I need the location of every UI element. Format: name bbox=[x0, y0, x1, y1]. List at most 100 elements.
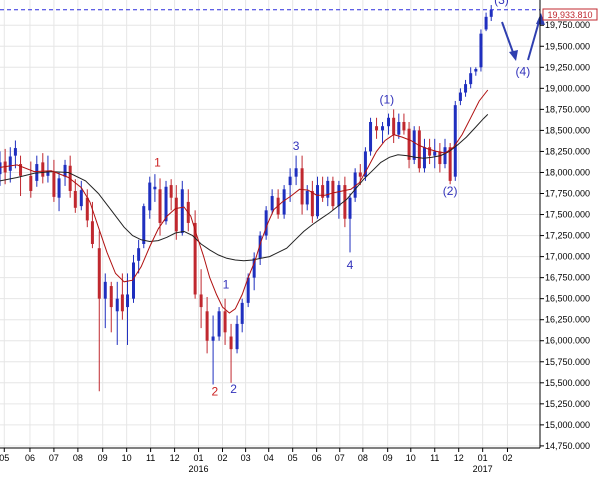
y-tick-label: 18,000.000 bbox=[545, 167, 590, 177]
last-price-label: 19,933.810 bbox=[547, 10, 592, 20]
y-tick-label: 17,250.000 bbox=[545, 231, 590, 241]
candle-up bbox=[8, 147, 12, 183]
candle-body bbox=[142, 206, 146, 244]
candle-down bbox=[41, 153, 45, 184]
x-tick-label: 02 bbox=[502, 453, 512, 463]
candle-up bbox=[484, 12, 488, 32]
candle-body bbox=[229, 336, 233, 350]
candle-up bbox=[337, 180, 341, 219]
candle-up bbox=[13, 140, 17, 169]
candle-body bbox=[443, 147, 447, 165]
candle-body bbox=[326, 180, 330, 198]
y-tick-label: 19,000.000 bbox=[545, 83, 590, 93]
candle-up bbox=[126, 273, 130, 345]
candle-body bbox=[264, 210, 268, 236]
x-tick-label: 10 bbox=[122, 453, 132, 463]
candle-body bbox=[331, 180, 335, 207]
y-tick-label: 18,250.000 bbox=[545, 146, 590, 156]
candle-up bbox=[315, 176, 319, 219]
candle-body bbox=[153, 186, 157, 190]
candle-body bbox=[288, 176, 292, 186]
candle-body bbox=[180, 189, 184, 234]
candle-up bbox=[0, 151, 2, 186]
candle-down bbox=[19, 155, 23, 197]
candle-body bbox=[381, 126, 385, 131]
candle-body bbox=[402, 121, 406, 131]
candle-down bbox=[407, 121, 411, 169]
x-tick-label: 06 bbox=[25, 453, 35, 463]
y-tick-label: 17,750.000 bbox=[545, 189, 590, 199]
candle-up bbox=[115, 281, 119, 345]
candle-up bbox=[353, 168, 357, 202]
x-tick-label: 01 bbox=[478, 453, 488, 463]
candle-body bbox=[57, 178, 61, 198]
candle-body bbox=[353, 172, 357, 198]
x-tick-label: 04 bbox=[264, 453, 274, 463]
candle-down bbox=[109, 281, 113, 333]
candle-body bbox=[126, 294, 130, 308]
x-tick-label: 03 bbox=[241, 453, 251, 463]
candle-body bbox=[164, 186, 168, 222]
candle-up bbox=[217, 307, 221, 341]
candle-body bbox=[321, 185, 325, 198]
candle-body bbox=[343, 185, 347, 219]
candle-body bbox=[205, 311, 209, 341]
candle-up bbox=[142, 203, 146, 249]
x-tick-label: 09 bbox=[383, 453, 393, 463]
candle-up bbox=[258, 231, 262, 266]
candle-up bbox=[282, 185, 286, 219]
candle-down bbox=[331, 176, 335, 211]
candle-body bbox=[392, 117, 396, 135]
candle-down bbox=[321, 176, 325, 202]
moving-average-slow bbox=[0, 114, 489, 262]
y-tick-label: 19,500.000 bbox=[545, 41, 590, 51]
candle-body bbox=[453, 105, 457, 177]
candle-up bbox=[46, 155, 50, 183]
candle-down bbox=[343, 176, 347, 228]
candle-body bbox=[0, 162, 2, 175]
candle-up bbox=[348, 193, 352, 253]
x-tick-label: 08 bbox=[358, 453, 368, 463]
candle-body bbox=[174, 197, 178, 232]
candle-body bbox=[240, 302, 244, 324]
x-tick-label: 11 bbox=[146, 453, 155, 463]
y-tick-label: 16,500.000 bbox=[545, 294, 590, 304]
x-tick-label: 11 bbox=[430, 453, 439, 463]
y-tick-label: 15,500.000 bbox=[545, 378, 590, 388]
candle-up bbox=[235, 315, 239, 354]
x-year-label: 2017 bbox=[473, 464, 493, 474]
candle-body bbox=[438, 151, 442, 165]
x-tick-label: 10 bbox=[406, 453, 416, 463]
y-tick-label: 15,250.000 bbox=[545, 399, 590, 409]
wave-label: 3 bbox=[293, 139, 300, 153]
y-tick-label: 19,250.000 bbox=[545, 62, 590, 72]
candle-body bbox=[369, 121, 373, 152]
candle-down bbox=[52, 159, 56, 202]
candle-down bbox=[169, 179, 173, 211]
candle-body bbox=[211, 336, 215, 341]
y-tick-label: 16,250.000 bbox=[545, 315, 590, 325]
candle-body bbox=[63, 164, 67, 177]
candle-up bbox=[294, 155, 298, 186]
arrow-down-head bbox=[509, 50, 518, 61]
y-tick-label: 15,000.000 bbox=[545, 420, 590, 430]
candle-body bbox=[397, 121, 401, 135]
last-price-box-frame bbox=[542, 8, 598, 21]
wave-label: (3) bbox=[494, 0, 509, 7]
candle-body bbox=[115, 298, 119, 312]
candle-body bbox=[137, 248, 141, 261]
candle-body bbox=[315, 185, 319, 217]
candle-body bbox=[305, 190, 309, 205]
candle-up bbox=[469, 67, 473, 89]
candle-up bbox=[474, 67, 478, 76]
candle-up bbox=[369, 117, 373, 156]
candle-body bbox=[469, 73, 473, 85]
candle-up bbox=[305, 185, 309, 211]
candle-body bbox=[103, 281, 107, 299]
x-tick-label: 05 bbox=[288, 453, 298, 463]
candle-up bbox=[57, 172, 61, 212]
candle-body bbox=[294, 168, 298, 177]
candle-up bbox=[464, 79, 468, 97]
candle-body bbox=[282, 189, 286, 215]
